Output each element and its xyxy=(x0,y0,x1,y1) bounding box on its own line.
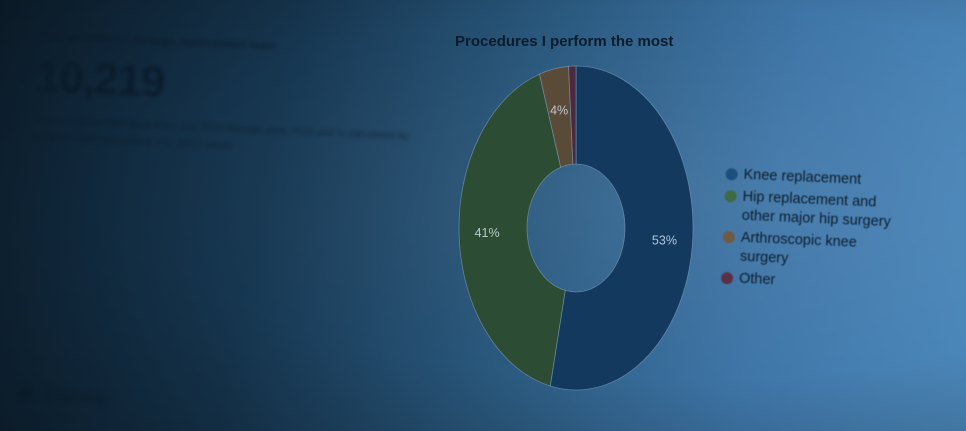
donut-labels: 53% 41% 4% xyxy=(475,103,677,247)
donut-slices xyxy=(458,65,694,391)
legend-marker-icon xyxy=(722,230,736,244)
legend-label: Other xyxy=(738,270,776,289)
legend-marker-icon xyxy=(725,167,738,181)
stats-panel: Total procedures through replacement tea… xyxy=(33,30,438,163)
donut-slice-1[interactable] xyxy=(458,73,566,387)
donut-slice-label-2: 4% xyxy=(550,103,568,117)
legend-label: Arthroscopic knee surgery xyxy=(739,229,858,267)
donut-slice-3[interactable] xyxy=(568,65,577,165)
legend-marker-icon xyxy=(724,189,737,203)
bottom-tab-label: Training xyxy=(41,383,107,409)
stats-description: This is total number done from July 2014… xyxy=(33,113,410,152)
donut-chart: 53% 41% 4% xyxy=(458,65,694,391)
donut-slice-label-1: 41% xyxy=(475,226,500,240)
legend-item-2[interactable]: Arthroscopic knee surgery xyxy=(722,228,898,274)
legend-marker-icon xyxy=(720,271,734,285)
donut-slice-0[interactable] xyxy=(549,65,694,391)
legend-item-3[interactable]: Other xyxy=(720,269,897,296)
tab-bullet-icon xyxy=(17,385,33,401)
legend-label: Knee replacement xyxy=(743,166,862,188)
donut-slice-label-0: 53% xyxy=(652,233,677,247)
legend-item-1[interactable]: Hip replacement and other major hip surg… xyxy=(723,187,899,233)
legend-label: Hip replacement and other major hip surg… xyxy=(741,188,892,231)
chart-legend: Knee replacement Hip replacement and othe… xyxy=(720,165,901,299)
bottom-tab[interactable]: Training xyxy=(17,382,107,409)
chart-title: Procedures I perform the most xyxy=(455,33,674,50)
stats-value: 10,219 xyxy=(34,51,166,107)
